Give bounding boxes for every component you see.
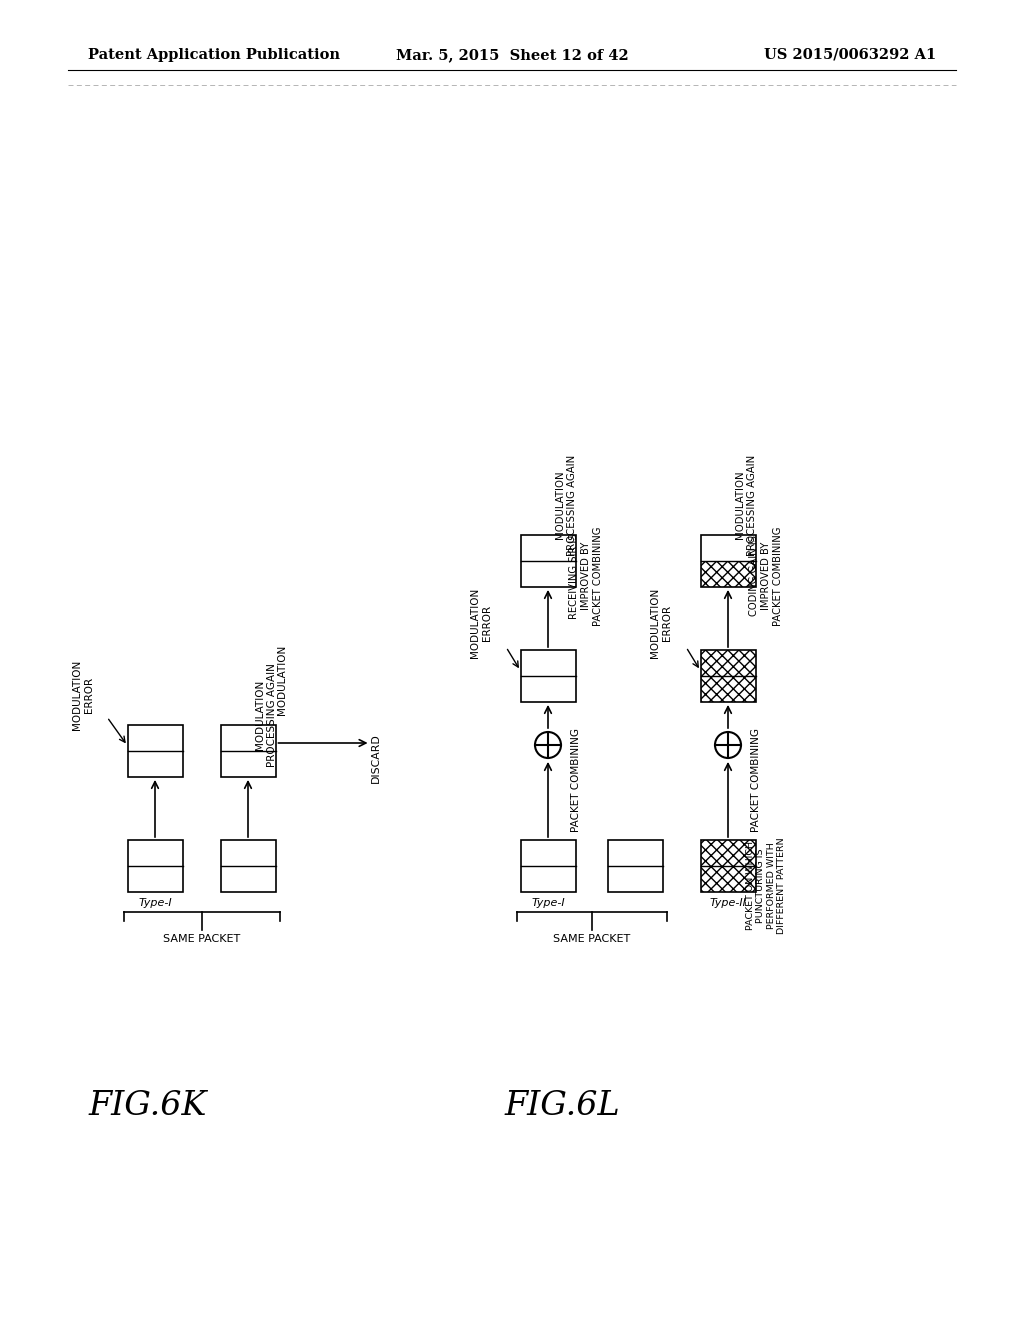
Text: MODULATION
PROCESSING AGAIN: MODULATION PROCESSING AGAIN (735, 454, 757, 556)
Text: US 2015/0063292 A1: US 2015/0063292 A1 (764, 48, 936, 62)
Text: Type-I: Type-I (138, 898, 172, 908)
Text: Type-II: Type-II (710, 898, 746, 908)
Bar (700, 561, 756, 587)
Text: MODULATION
PROCESSING AGAIN: MODULATION PROCESSING AGAIN (555, 454, 577, 556)
Bar (607, 840, 663, 892)
Bar (128, 840, 182, 892)
Text: SAME PACKET: SAME PACKET (553, 935, 630, 944)
Text: DISCARD: DISCARD (371, 733, 381, 783)
Text: RECEIVING SIR IS
IMPROVED BY
PACKET COMBINING: RECEIVING SIR IS IMPROVED BY PACKET COMB… (569, 527, 602, 626)
Bar (520, 840, 575, 892)
Bar (520, 535, 575, 587)
Text: FIG.6L: FIG.6L (505, 1090, 621, 1122)
Text: Type-I: Type-I (531, 898, 565, 908)
Text: Mar. 5, 2015  Sheet 12 of 42: Mar. 5, 2015 Sheet 12 of 42 (395, 48, 629, 62)
Bar (700, 535, 756, 561)
Bar (700, 535, 756, 587)
Text: CODING GAIN IS
IMPROVED BY
PACKET COMBINING: CODING GAIN IS IMPROVED BY PACKET COMBIN… (750, 527, 782, 626)
Text: MODULATION
ERROR: MODULATION ERROR (650, 587, 672, 659)
Text: MODULATION
ERROR: MODULATION ERROR (73, 660, 94, 730)
Bar (700, 840, 756, 892)
Text: PACKET ON WHICH
PUNCTURING IS
PERFORMED WITH
DIFFERENT PATTERN: PACKET ON WHICH PUNCTURING IS PERFORMED … (745, 838, 786, 935)
Bar (128, 725, 182, 777)
Text: PACKET COMBINING: PACKET COMBINING (571, 729, 581, 832)
Text: MODULATION: MODULATION (278, 644, 288, 715)
Text: MODULATION
ERROR: MODULATION ERROR (470, 587, 492, 659)
Text: SAME PACKET: SAME PACKET (163, 935, 240, 944)
Bar (700, 649, 756, 702)
Bar (220, 840, 275, 892)
Bar (220, 725, 275, 777)
Text: FIG.6K: FIG.6K (88, 1090, 207, 1122)
Text: MODULATION
PROCESSING AGAIN: MODULATION PROCESSING AGAIN (255, 663, 276, 767)
Text: PACKET COMBINING: PACKET COMBINING (751, 729, 761, 832)
Text: Patent Application Publication: Patent Application Publication (88, 48, 340, 62)
Bar (520, 649, 575, 702)
